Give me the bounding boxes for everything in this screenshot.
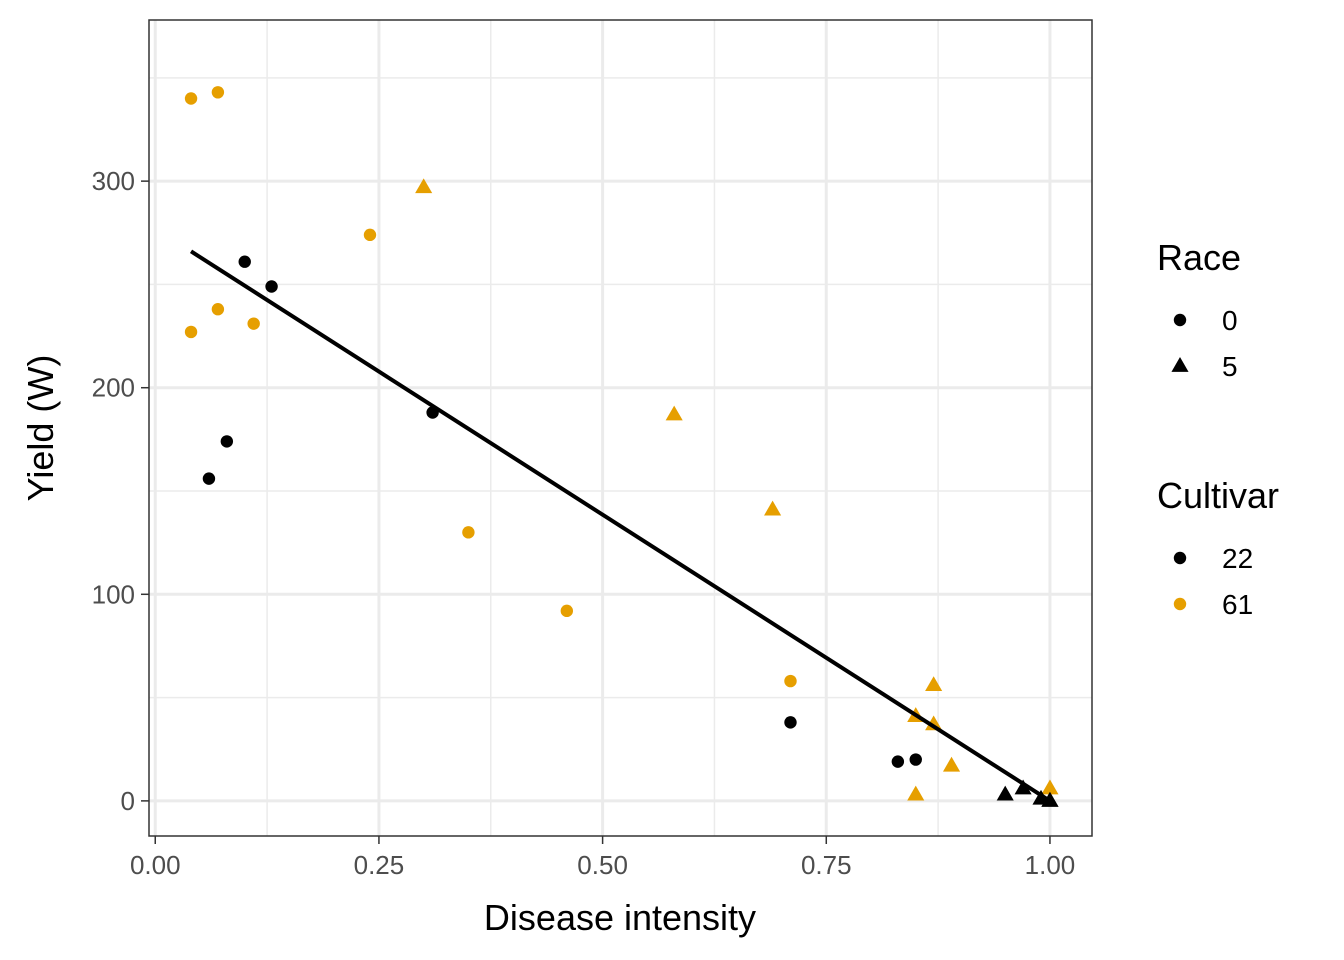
y-axis-title: Yield (W) bbox=[20, 355, 61, 502]
x-tick-label: 0.75 bbox=[801, 850, 852, 880]
legend-key bbox=[1173, 313, 1187, 327]
legend-label: 5 bbox=[1222, 351, 1238, 382]
x-tick-label: 1.00 bbox=[1025, 850, 1076, 880]
plot-panel-border bbox=[148, 19, 1093, 837]
legend-key bbox=[1173, 597, 1187, 611]
y-tick-label: 0 bbox=[121, 786, 135, 816]
regression-line-layer bbox=[189, 249, 1052, 803]
data-point bbox=[211, 86, 225, 99]
x-tick-label: 0.25 bbox=[354, 850, 405, 880]
legend-label: 0 bbox=[1222, 305, 1238, 336]
data-point bbox=[784, 716, 797, 729]
regression-line bbox=[189, 249, 1052, 803]
legend-title: Cultivar bbox=[1157, 475, 1279, 516]
data-point bbox=[363, 228, 377, 242]
data-point bbox=[265, 280, 278, 293]
data-point bbox=[907, 785, 925, 801]
x-tick-label: 0.50 bbox=[577, 850, 628, 880]
data-point bbox=[202, 472, 216, 485]
data-point bbox=[925, 676, 943, 692]
data-point bbox=[220, 435, 234, 448]
y-tick-label: 100 bbox=[92, 579, 135, 609]
x-axis-title: Disease intensity bbox=[484, 897, 756, 938]
data-point bbox=[415, 178, 433, 194]
data-point bbox=[665, 405, 683, 421]
data-point bbox=[764, 500, 782, 516]
y-axis-ticks: 0 100 200 300 bbox=[92, 166, 149, 816]
x-axis-ticks: 0.00 0.25 0.50 0.75 1.00 bbox=[130, 836, 1075, 880]
legend-title: Race bbox=[1157, 237, 1241, 278]
data-point bbox=[247, 317, 260, 330]
data-point bbox=[1014, 779, 1032, 795]
data-point bbox=[925, 715, 943, 731]
data-point bbox=[184, 325, 198, 339]
y-tick-label: 300 bbox=[92, 166, 135, 196]
data-point bbox=[909, 753, 922, 766]
data-point bbox=[891, 755, 905, 768]
legend-key bbox=[1171, 357, 1189, 372]
data-points bbox=[184, 86, 1059, 807]
legend-key bbox=[1173, 551, 1187, 565]
minor-gridlines bbox=[149, 20, 1092, 836]
major-gridlines bbox=[149, 20, 1092, 836]
data-point bbox=[1041, 779, 1059, 795]
data-point bbox=[238, 255, 251, 268]
data-point bbox=[942, 756, 961, 772]
data-point bbox=[184, 92, 198, 105]
y-tick-label: 200 bbox=[92, 373, 135, 403]
x-tick-label: 0.00 bbox=[130, 850, 181, 880]
legend-label: 61 bbox=[1222, 589, 1253, 620]
legend-label: 22 bbox=[1222, 543, 1253, 574]
data-point bbox=[784, 674, 797, 688]
data-point bbox=[462, 526, 475, 539]
legend: Race 0 5 Cultivar 22 61 bbox=[1157, 237, 1279, 620]
data-point bbox=[996, 785, 1014, 801]
data-point bbox=[211, 303, 225, 316]
data-point bbox=[560, 604, 574, 618]
